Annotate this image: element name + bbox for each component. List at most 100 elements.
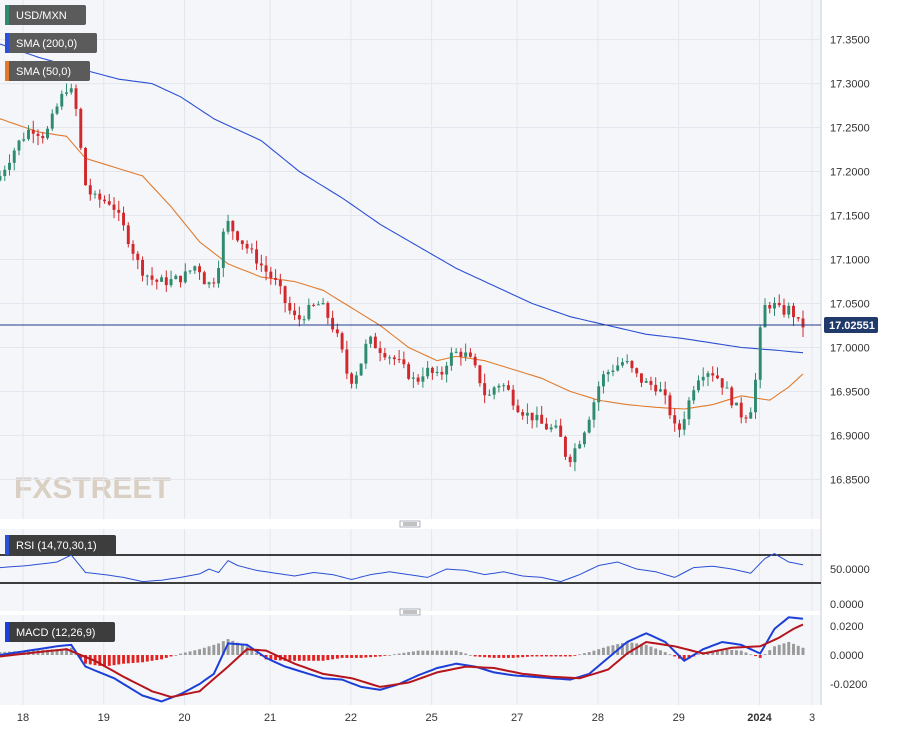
macd-histogram-bar: [354, 655, 358, 658]
x-tick-label: 22: [345, 712, 357, 724]
rsi-legend[interactable]: RSI (14,70,30,1): [5, 535, 116, 555]
macd-legend[interactable]: MACD (12,26,9): [5, 622, 115, 642]
macd-histogram-bar: [416, 650, 420, 655]
macd-histogram-bar: [492, 655, 496, 658]
macd-histogram-bar: [768, 650, 772, 655]
macd-histogram-bar: [744, 652, 748, 655]
macd-histogram-bar: [321, 655, 325, 661]
macd-histogram-bar: [649, 646, 653, 655]
candle-body: [226, 220, 230, 232]
macd-histogram-bar: [711, 650, 715, 655]
macd-histogram-bar: [335, 655, 339, 659]
macd-histogram-bar: [378, 655, 382, 657]
candle-body: [630, 361, 634, 369]
legend-item[interactable]: SMA (200,0): [5, 33, 97, 53]
macd-histogram-bar: [435, 650, 439, 655]
candle-body: [430, 367, 434, 373]
candle-body: [497, 385, 501, 388]
x-tick-label: 27: [511, 712, 523, 724]
macd-histogram-bar: [716, 649, 719, 655]
candle-body: [606, 372, 610, 375]
candle-body: [60, 93, 64, 107]
price-y-tick-label: 17.0000: [830, 342, 870, 354]
candle-body: [578, 444, 582, 449]
candle-body: [611, 370, 615, 373]
macd-histogram-bar: [202, 647, 206, 655]
macd-histogram-bar: [274, 655, 278, 661]
legend[interactable]: USD/MXN SMA (200,0) SMA (50,0): [5, 5, 97, 81]
candle-body: [487, 394, 491, 396]
candle-body: [725, 387, 729, 389]
macd-histogram-bar: [506, 655, 510, 658]
macd-histogram-bar: [573, 655, 577, 656]
candle-body: [335, 329, 339, 334]
macd-histogram-bar: [269, 655, 273, 660]
candle-body: [402, 359, 406, 365]
x-tick-label: 25: [426, 712, 438, 724]
macd-histogram-bar: [198, 649, 202, 655]
macd-histogram-bar: [0, 652, 2, 655]
candle-body: [46, 128, 49, 139]
candle-body: [188, 270, 192, 272]
macd-histogram-bar: [787, 641, 791, 655]
macd-histogram-bar: [340, 655, 344, 658]
macd-histogram-bar: [625, 641, 629, 655]
candle-body: [103, 199, 106, 202]
macd-resize-handle[interactable]: [399, 608, 421, 616]
macd-histogram-bar: [84, 655, 87, 664]
candle-body: [754, 379, 757, 413]
candle-body: [407, 364, 411, 379]
macd-histogram-bar: [796, 645, 800, 655]
legend-item-label: SMA (200,0): [16, 38, 77, 50]
candle-body: [530, 412, 534, 421]
candle-body: [735, 402, 738, 406]
macd-histogram-bar: [364, 655, 368, 658]
rsi-y-tick-label: 0.0000: [830, 599, 864, 611]
macd-histogram-bar: [597, 649, 601, 655]
macd-histogram-bar: [231, 640, 235, 655]
macd-histogram-bar: [107, 655, 111, 666]
candle-body: [274, 277, 278, 280]
candle-body: [535, 414, 539, 421]
legend-item[interactable]: USD/MXN: [5, 5, 86, 25]
candle-body: [307, 304, 311, 320]
candle-body: [687, 400, 691, 420]
candle-body: [193, 266, 197, 271]
macd-histogram-bar: [141, 655, 145, 663]
candle-body: [563, 436, 567, 457]
x-axis-labels: 18 19 20 21 22 25 27 28 29 2024 3: [17, 712, 815, 724]
candle-body: [136, 253, 140, 260]
candle-body: [654, 384, 658, 392]
rsi-resize-handle[interactable]: [399, 520, 421, 528]
macd-histogram-bar: [316, 655, 320, 661]
candle-body: [240, 240, 244, 244]
legend-item[interactable]: SMA (50,0): [5, 61, 90, 81]
macd-histogram-bar: [568, 655, 572, 657]
macd-plot: [0, 616, 805, 703]
candle-body: [198, 266, 202, 273]
macd-histogram-bar: [730, 649, 734, 655]
candle-body: [801, 318, 805, 328]
macd-histogram-bar: [563, 655, 567, 657]
x-tick-label: 18: [17, 712, 29, 724]
candle-body: [55, 106, 59, 114]
candle-body: [345, 349, 349, 374]
candle-body: [582, 432, 586, 445]
price-y-tick-label: 17.1500: [830, 211, 870, 223]
macd-histogram-bar: [592, 650, 596, 655]
candle-body: [706, 373, 710, 377]
candle-body: [792, 305, 795, 318]
macd-histogram-bar: [103, 655, 106, 667]
macd-histogram-bar: [307, 655, 311, 661]
macd-y-tick-label: 0.0200: [830, 621, 864, 633]
current-price-tag: 17.02551: [824, 317, 878, 333]
candle-body: [782, 305, 786, 315]
macd-histogram-bar: [758, 655, 762, 658]
candle-body: [587, 419, 591, 433]
macd-histogram-bar: [174, 655, 178, 656]
fxstreet-watermark-logo: FXSTREET: [14, 472, 171, 505]
macd-histogram-bar: [763, 654, 767, 655]
macd-y-tick-label: 0.0000: [830, 650, 864, 662]
candle-body: [84, 147, 87, 186]
